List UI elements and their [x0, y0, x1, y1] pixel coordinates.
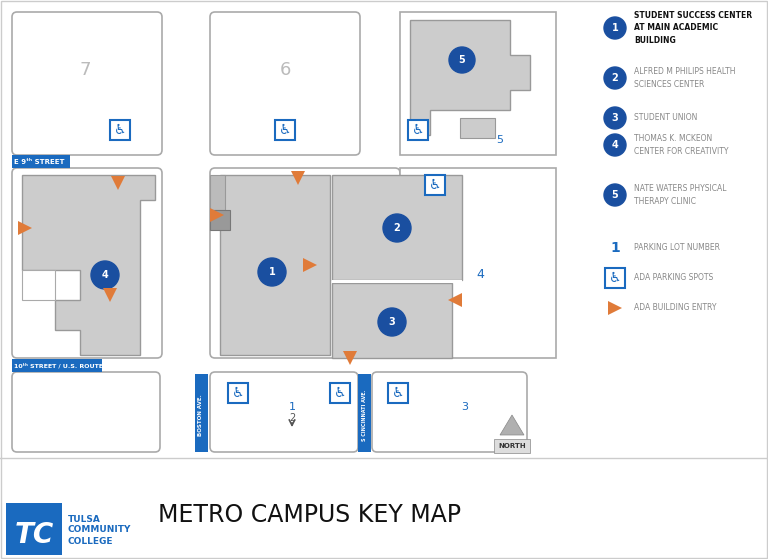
Circle shape	[604, 134, 626, 156]
Polygon shape	[22, 175, 155, 355]
FancyBboxPatch shape	[6, 503, 62, 555]
Bar	[210, 210, 230, 230]
Bar	[330, 383, 350, 403]
Polygon shape	[18, 221, 32, 235]
Bar	[12, 359, 102, 372]
Text: ♿: ♿	[609, 271, 621, 285]
Text: 1: 1	[269, 267, 276, 277]
Text: 4: 4	[611, 140, 618, 150]
Text: E 9ᵗʰ STREET: E 9ᵗʰ STREET	[14, 159, 65, 165]
FancyBboxPatch shape	[210, 372, 358, 452]
Text: 2: 2	[394, 223, 400, 233]
Text: 4: 4	[476, 268, 484, 282]
Polygon shape	[220, 175, 330, 355]
Polygon shape	[410, 20, 530, 135]
Text: ♿: ♿	[114, 123, 126, 137]
Circle shape	[378, 308, 406, 336]
Polygon shape	[448, 293, 462, 307]
Circle shape	[604, 67, 626, 89]
Bar	[0, 0, 590, 455]
Bar	[22, 270, 55, 300]
Circle shape	[604, 107, 626, 129]
Polygon shape	[291, 171, 305, 185]
Bar	[275, 120, 295, 140]
Text: 1: 1	[610, 241, 620, 255]
Text: 5: 5	[458, 55, 465, 65]
Text: 10ᵗʰ STREET / U.S. ROUTE 66: 10ᵗʰ STREET / U.S. ROUTE 66	[14, 363, 114, 369]
Text: ♿: ♿	[334, 386, 346, 400]
Text: 5: 5	[496, 135, 504, 145]
Bar	[358, 374, 371, 452]
Text: ADA PARKING SPOTS: ADA PARKING SPOTS	[634, 273, 713, 282]
Text: COLLEGE: COLLEGE	[68, 537, 114, 546]
Text: 4: 4	[101, 270, 108, 280]
Bar	[110, 120, 130, 140]
Circle shape	[258, 258, 286, 286]
Bar	[425, 175, 445, 195]
Polygon shape	[111, 176, 125, 190]
Text: TC: TC	[15, 521, 54, 549]
Text: 2: 2	[611, 73, 618, 83]
Text: TULSA: TULSA	[68, 514, 101, 523]
Circle shape	[91, 261, 119, 289]
Bar	[195, 374, 208, 452]
Text: COMMUNITY: COMMUNITY	[68, 525, 131, 534]
Polygon shape	[608, 301, 622, 315]
Bar	[400, 168, 556, 358]
Bar	[332, 280, 462, 283]
Bar	[400, 12, 556, 155]
Bar	[460, 118, 495, 138]
Text: ADA BUILDING ENTRY: ADA BUILDING ENTRY	[634, 304, 717, 312]
FancyBboxPatch shape	[210, 12, 360, 155]
Bar	[228, 383, 248, 403]
Text: ♿: ♿	[392, 386, 404, 400]
FancyBboxPatch shape	[12, 372, 160, 452]
Bar	[210, 175, 225, 210]
Bar	[332, 175, 462, 280]
Text: NORTH: NORTH	[498, 443, 526, 449]
Text: 1: 1	[611, 23, 618, 33]
Text: ♿: ♿	[279, 123, 291, 137]
Polygon shape	[303, 258, 317, 272]
Circle shape	[604, 17, 626, 39]
Text: 2: 2	[289, 413, 295, 423]
Text: 5: 5	[611, 190, 618, 200]
Polygon shape	[500, 415, 524, 435]
Bar	[388, 383, 408, 403]
Text: 3: 3	[389, 317, 396, 327]
Circle shape	[604, 184, 626, 206]
Bar	[494, 439, 530, 453]
Text: STUDENT UNION: STUDENT UNION	[634, 113, 697, 122]
Text: ♿: ♿	[412, 123, 424, 137]
FancyBboxPatch shape	[12, 12, 162, 155]
Text: PARKING LOT NUMBER: PARKING LOT NUMBER	[634, 244, 720, 253]
Bar	[332, 283, 452, 358]
Polygon shape	[343, 351, 357, 365]
Text: 7: 7	[79, 61, 91, 79]
Bar	[12, 155, 70, 168]
FancyBboxPatch shape	[210, 168, 400, 358]
Text: ♿: ♿	[232, 386, 244, 400]
Text: S CINCINNATI AVE.: S CINCINNATI AVE.	[362, 389, 366, 440]
Text: 6: 6	[280, 61, 290, 79]
Circle shape	[449, 47, 475, 73]
Text: METRO CAMPUS KEY MAP: METRO CAMPUS KEY MAP	[158, 503, 462, 527]
Text: ALFRED M PHILIPS HEALTH
SCIENCES CENTER: ALFRED M PHILIPS HEALTH SCIENCES CENTER	[634, 67, 736, 89]
Text: ♿: ♿	[429, 178, 442, 192]
Text: THOMAS K. MCKEON
CENTER FOR CREATIVITY: THOMAS K. MCKEON CENTER FOR CREATIVITY	[634, 134, 729, 156]
FancyBboxPatch shape	[372, 372, 527, 452]
Polygon shape	[103, 288, 117, 302]
Text: 3: 3	[611, 113, 618, 123]
Circle shape	[383, 214, 411, 242]
Text: NATE WATERS PHYSICAL
THERAPY CLINIC: NATE WATERS PHYSICAL THERAPY CLINIC	[634, 184, 727, 206]
FancyBboxPatch shape	[12, 168, 162, 358]
Text: 1: 1	[289, 402, 296, 412]
Bar	[408, 120, 428, 140]
Polygon shape	[210, 208, 224, 222]
Text: STUDENT SUCCESS CENTER
AT MAIN ACADEMIC
BUILDING: STUDENT SUCCESS CENTER AT MAIN ACADEMIC …	[634, 11, 752, 45]
Text: BOSTON AVE.: BOSTON AVE.	[198, 394, 204, 436]
Text: 3: 3	[462, 402, 468, 412]
Bar	[605, 268, 625, 288]
